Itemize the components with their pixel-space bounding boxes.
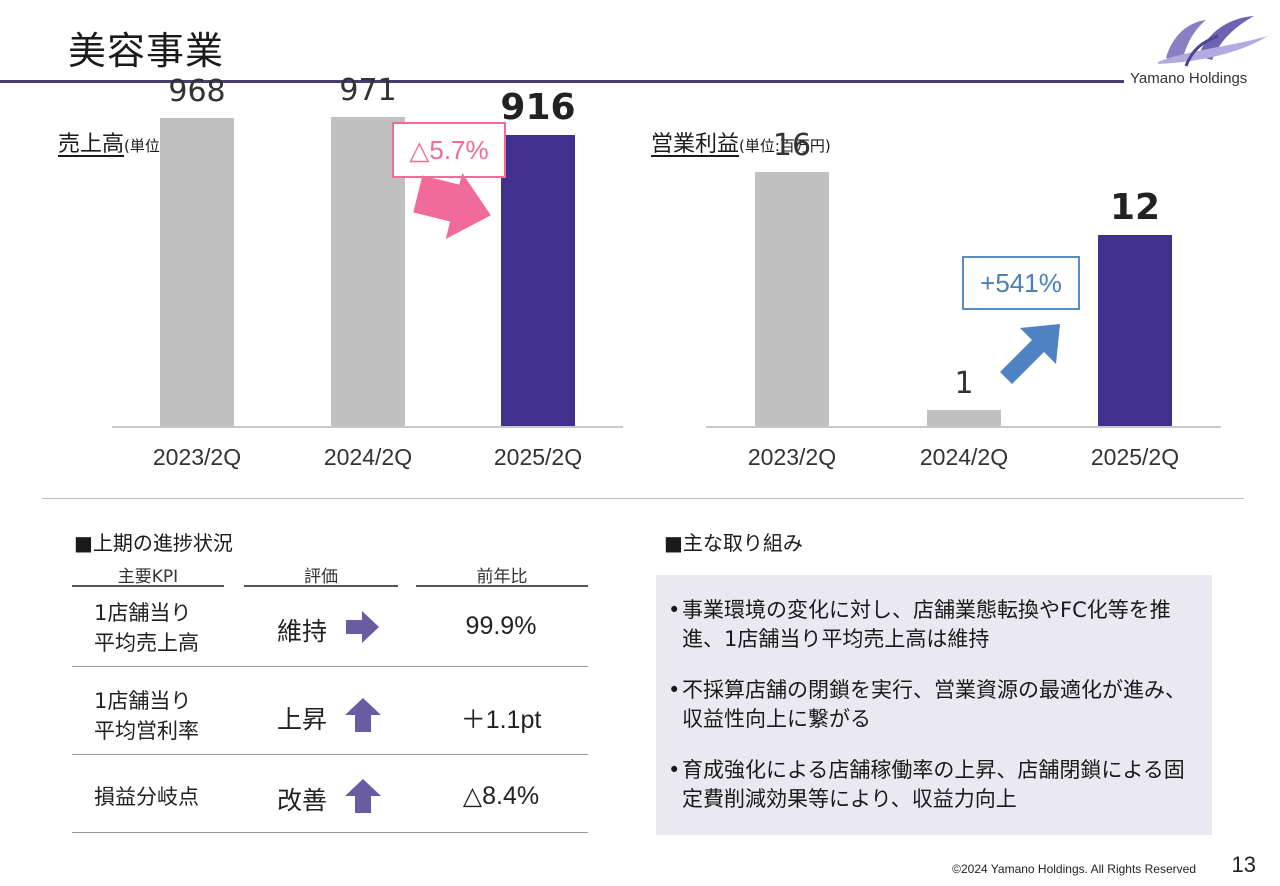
profit-value-label: 16	[772, 127, 812, 163]
kpi-header-underline	[416, 585, 588, 587]
page-number: 13	[1231, 852, 1256, 877]
profit-bar-2025/2Q	[1098, 235, 1172, 426]
profit-chart-unit: (単位:百万円)	[739, 137, 831, 155]
up-arrow-icon	[345, 698, 381, 732]
profit-bar-2024/2Q	[927, 410, 1001, 426]
kpi-row-value: ＋1.1pt	[460, 706, 542, 734]
operating-profit-bar-chart: 16 2023/2Q 1 2024/2Q 12 2025/2Q	[706, 127, 1221, 470]
page-title: 美容事業	[68, 29, 225, 73]
kpi-row-name: 1店舗当り 平均売上高	[94, 598, 199, 658]
profit-change-badge: +541%	[962, 256, 1080, 310]
kpi-row-name: 損益分岐点	[94, 782, 199, 812]
initiatives-section-title: ■主な取り組み	[664, 531, 803, 555]
bullet-icon: •	[668, 678, 681, 702]
profit-chart-title: 営業利益(単位:百万円)	[651, 126, 831, 158]
sales-value-label: 968	[168, 74, 226, 109]
kpi-row-name-text: 1店舗当り 平均営利率	[94, 689, 199, 743]
initiative-text: 事業環境の変化に対し、店舗業態転換やFC化等を推進、1店舗当り平均売上高は維持	[682, 598, 1171, 651]
sales-x-tick-label: 2023/2Q	[152, 444, 242, 470]
kpi-row-eval: 維持	[277, 617, 328, 646]
profit-bar-2023/2Q	[755, 171, 829, 426]
kpi-row-name-text: 1店舗当り 平均売上高	[94, 601, 199, 655]
kpi-row-name: 1店舗当り 平均営利率	[94, 686, 199, 746]
logo-text: Yamano Holdings	[1130, 70, 1248, 87]
profit-x-tick-label: 2025/2Q	[1090, 444, 1180, 470]
company-logo	[1158, 16, 1268, 67]
sales-bar-2025/2Q	[501, 134, 575, 426]
profit-x-tick-label: 2024/2Q	[919, 444, 1009, 470]
bullet-icon: •	[668, 598, 681, 622]
sales-x-tick-label: 2025/2Q	[493, 444, 583, 470]
kpi-row-divider	[72, 832, 588, 833]
kpi-row-divider	[72, 754, 588, 755]
profit-x-tick-label: 2023/2Q	[747, 444, 837, 470]
kpi-section-title: ■上期の進捗状況	[74, 531, 233, 555]
section-divider	[42, 498, 1244, 499]
sales-change-badge: △5.7%	[392, 122, 506, 178]
kpi-header-underline	[244, 585, 398, 587]
copyright-notice: ©2024 Yamano Holdings. All Rights Reserv…	[952, 862, 1196, 876]
kpi-row-divider	[72, 666, 588, 667]
profit-chart-baseline	[706, 426, 1221, 428]
sales-chart-baseline	[112, 426, 623, 428]
kpi-row-value: 99.9%	[465, 612, 537, 640]
kpi-header-underline	[72, 585, 224, 587]
kpi-row-eval: 上昇	[277, 705, 328, 734]
profit-value-label: 12	[1109, 187, 1161, 229]
right-arrow-icon	[346, 611, 379, 643]
profit-chart-title-text: 営業利益	[651, 132, 740, 157]
header-divider	[0, 80, 1124, 83]
initiatives-box	[656, 575, 1212, 835]
kpi-header-yoy: 前年比	[476, 567, 528, 587]
profit-trend-arrow-icon	[1000, 324, 1060, 384]
initiative-text: 不採算店舗の閉鎖を実行、営業資源の最適化が進み、収益性向上に繋がる	[682, 678, 1186, 731]
sales-x-tick-label: 2024/2Q	[323, 444, 413, 470]
kpi-header-eval: 評価	[304, 567, 338, 587]
kpi-row-name-text: 損益分岐点	[94, 785, 199, 809]
kpi-row-value: △8.4%	[462, 782, 540, 810]
initiative-text: 育成強化による店舗稼働率の上昇、店舗閉鎖による固定費削減効果等により、収益力向上	[682, 758, 1185, 811]
profit-value-label: 1	[954, 366, 974, 402]
sales-bar-2023/2Q	[160, 118, 234, 426]
kpi-header-kpi: 主要KPI	[117, 567, 179, 587]
kpi-row-eval: 改善	[277, 786, 328, 815]
sales-chart-title-text: 売上高	[58, 132, 125, 157]
up-arrow-icon	[345, 779, 381, 813]
sales-value-label: 916	[500, 86, 576, 128]
sales-trend-arrow-icon	[413, 173, 491, 239]
bullet-icon: •	[668, 758, 681, 782]
sales-value-label: 971	[339, 73, 397, 109]
